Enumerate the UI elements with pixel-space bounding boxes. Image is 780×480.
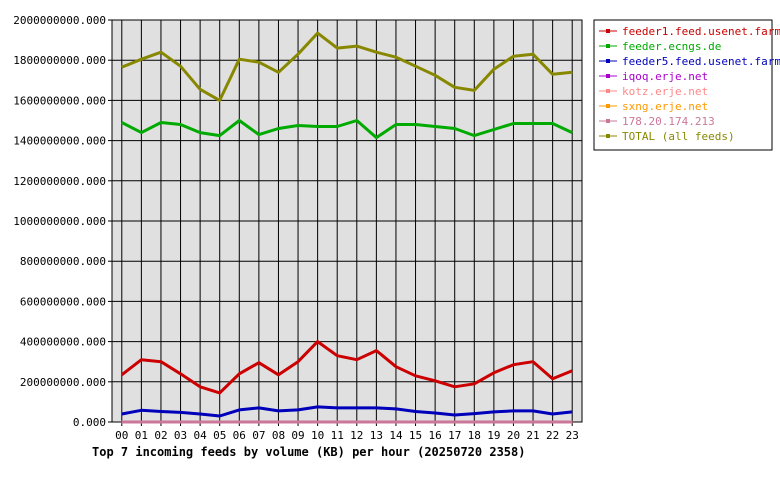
legend-marker bbox=[606, 74, 610, 78]
legend-items: feeder1.feed.usenet.farm feeder.ecngs.de f… bbox=[599, 25, 780, 143]
series-line-feeder-ecngs-de bbox=[121, 119, 573, 140]
y-tick-label: 2000000000.000 bbox=[13, 14, 106, 27]
legend-item: 178.20.174.213 bbox=[599, 115, 715, 128]
x-tick-label: 13 bbox=[370, 429, 383, 442]
legend-item: feeder1.feed.usenet.farm bbox=[599, 25, 780, 38]
legend-label: feeder1.feed.usenet.farm bbox=[622, 25, 780, 38]
y-tick-label: 800000000.000 bbox=[20, 255, 106, 268]
x-tick-label: 03 bbox=[174, 429, 187, 442]
legend-item: feeder5.feed.usenet.farm bbox=[599, 55, 780, 68]
y-tick-label: 0.000 bbox=[73, 416, 106, 429]
x-tick-label: 17 bbox=[448, 429, 461, 442]
y-tick-label: 1000000000.000 bbox=[13, 215, 106, 228]
x-tick-label: 10 bbox=[311, 429, 324, 442]
series-line-feeder5-feed-usenet-farm bbox=[121, 405, 573, 418]
legend-label: feeder.ecngs.de bbox=[622, 40, 721, 53]
y-tick-label: 1600000000.000 bbox=[13, 94, 106, 107]
x-tick-label: 06 bbox=[233, 429, 246, 442]
y-tick-label: 1200000000.000 bbox=[13, 175, 106, 188]
x-tick-label: 16 bbox=[429, 429, 442, 442]
legend-item: sxng.erje.net bbox=[599, 100, 708, 113]
x-tick-label: 07 bbox=[252, 429, 265, 442]
legend-item: kotz.erje.net bbox=[599, 85, 708, 98]
legend-label: kotz.erje.net bbox=[622, 85, 708, 98]
legend-label: sxng.erje.net bbox=[622, 100, 708, 113]
legend-marker bbox=[606, 29, 610, 33]
y-tick-label: 1800000000.000 bbox=[13, 54, 106, 67]
legend-item: iqoq.erje.net bbox=[599, 70, 708, 83]
x-tick-label: 12 bbox=[350, 429, 363, 442]
x-tick-label: 00 bbox=[115, 429, 128, 442]
x-tick-label: 23 bbox=[566, 429, 579, 442]
x-tick-label: 04 bbox=[194, 429, 208, 442]
y-tick-label: 200000000.000 bbox=[20, 376, 106, 389]
legend: feeder1.feed.usenet.farm feeder.ecngs.de f… bbox=[593, 19, 780, 151]
series-line-feeder1-feed-usenet-farm bbox=[120, 340, 573, 395]
legend-marker bbox=[606, 59, 610, 63]
legend-item: TOTAL (all feeds) bbox=[599, 130, 735, 143]
series-line-total-all-feeds- bbox=[121, 31, 573, 102]
x-tick-label: 18 bbox=[468, 429, 481, 442]
x-tick-label: 14 bbox=[389, 429, 403, 442]
x-tick-label: 19 bbox=[487, 429, 500, 442]
legend-marker bbox=[606, 89, 610, 93]
x-tick-label: 05 bbox=[213, 429, 226, 442]
x-tick-label: 08 bbox=[272, 429, 285, 442]
legend-marker bbox=[606, 104, 610, 108]
x-tick-label: 22 bbox=[546, 429, 559, 442]
y-tick-label: 600000000.000 bbox=[20, 295, 106, 308]
legend-label: 178.20.174.213 bbox=[622, 115, 715, 128]
legend-box bbox=[593, 19, 773, 151]
x-tick-label: 02 bbox=[154, 429, 167, 442]
y-tick-label: 400000000.000 bbox=[20, 336, 106, 349]
x-axis-ticks: 00 01 02 03 04 05 06 07 08 09 10 11 12 13 14 15 16 17 18 19… bbox=[115, 422, 579, 442]
chart-title: Top 7 incoming feeds by volume (KB) per … bbox=[92, 445, 525, 459]
x-tick-label: 01 bbox=[135, 429, 148, 442]
x-tick-label: 11 bbox=[331, 429, 344, 442]
series-lines bbox=[120, 31, 573, 424]
x-tick-label: 21 bbox=[526, 429, 539, 442]
x-tick-label: 15 bbox=[409, 429, 422, 442]
y-tick-label: 1400000000.000 bbox=[13, 135, 106, 148]
legend-marker bbox=[606, 44, 610, 48]
legend-marker bbox=[606, 119, 610, 123]
legend-label: TOTAL (all feeds) bbox=[622, 130, 735, 143]
x-tick-label: 20 bbox=[507, 429, 520, 442]
legend-marker bbox=[606, 134, 610, 138]
legend-label: feeder5.feed.usenet.farm bbox=[622, 55, 780, 68]
y-axis-ticks: 0.000 200000000.000 400000000.000 600000000… bbox=[13, 14, 112, 429]
x-tick-label: 09 bbox=[291, 429, 304, 442]
legend-item: feeder.ecngs.de bbox=[599, 40, 721, 53]
legend-label: iqoq.erje.net bbox=[622, 70, 708, 83]
